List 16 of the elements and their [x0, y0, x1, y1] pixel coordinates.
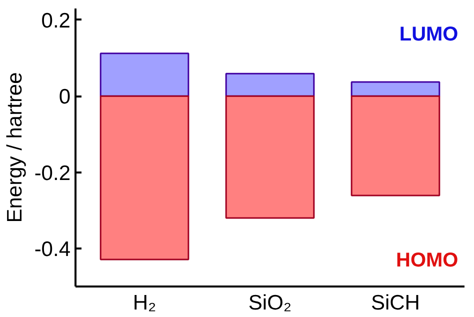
y-tick-label: 0.2 [41, 9, 71, 32]
bar [225, 72, 315, 97]
bar [350, 95, 440, 196]
y-tick-label: 0 [58, 86, 71, 109]
bar [225, 95, 315, 219]
series-label: LUMO [399, 24, 458, 46]
y-axis-title: Energy / hartree [3, 72, 26, 223]
bar [100, 52, 190, 97]
bar [350, 81, 440, 97]
text: HOMO [396, 249, 458, 272]
y-tick-label: -0.2 [34, 162, 70, 185]
x-tick-label: H₂ [132, 292, 156, 314]
y-tick-label: -0.4 [34, 238, 71, 261]
x-tick-label: SiCH [370, 292, 420, 314]
bar [100, 95, 190, 260]
x-tick-label: SiO₂ [248, 292, 292, 314]
